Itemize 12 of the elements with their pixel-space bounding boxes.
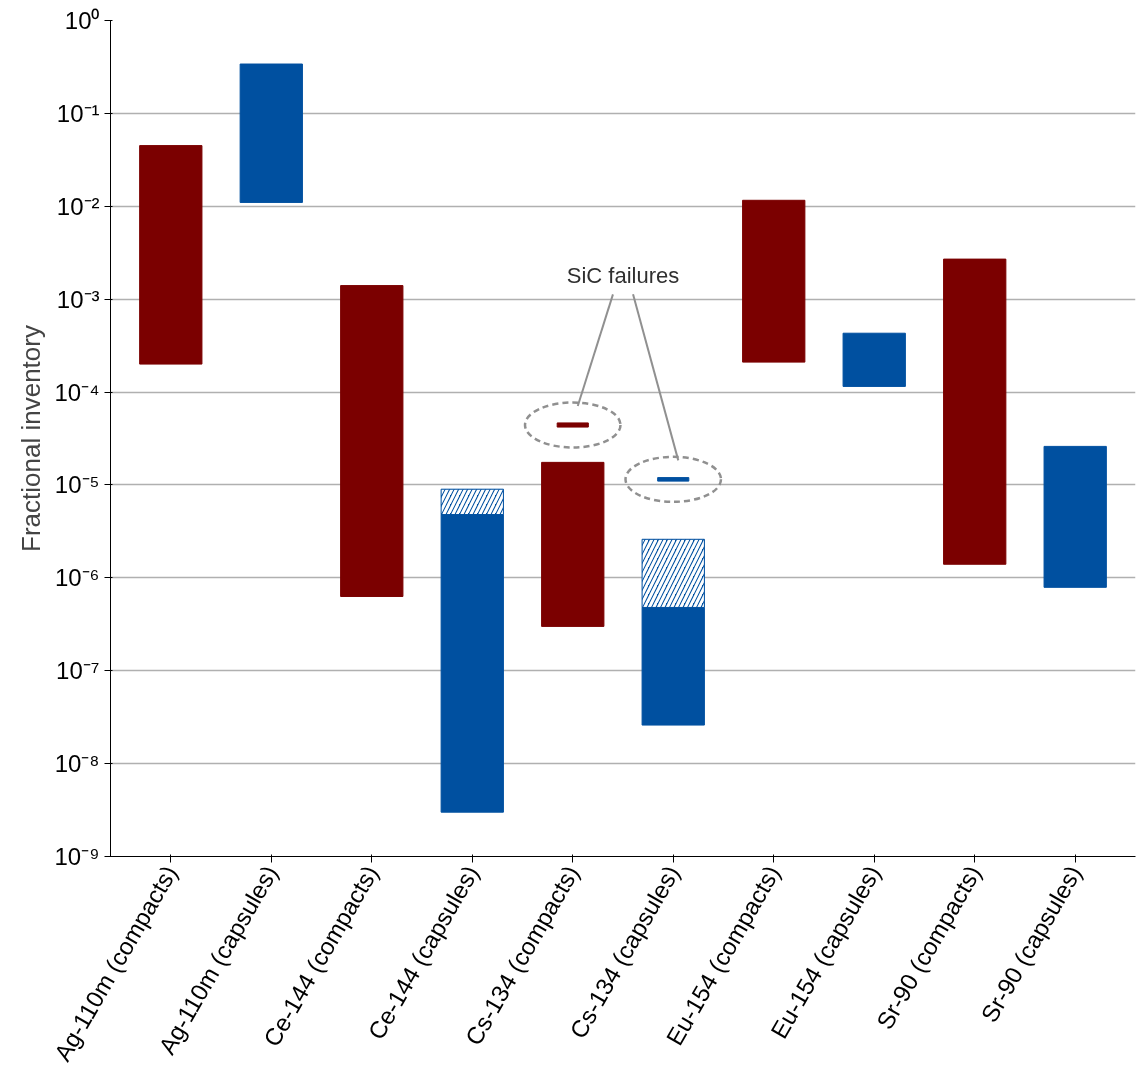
y-tick-label: 10⁻⁹ bbox=[54, 843, 100, 870]
y-tick-label: 10⁻⁷ bbox=[56, 657, 100, 685]
y-tick-label: 10⁻³ bbox=[56, 285, 100, 313]
annotation: SiC failures bbox=[566, 262, 680, 288]
y-tick-label: 10⁰ bbox=[64, 7, 100, 34]
y-tick-label: 10⁻⁴ bbox=[54, 378, 100, 406]
y-tick-label: 10⁻⁵ bbox=[54, 471, 100, 499]
y-tick-label: 10⁻⁸ bbox=[54, 750, 100, 778]
y-tick-label: 10⁻⁶ bbox=[54, 564, 100, 592]
y-tick-label: 10⁻¹ bbox=[56, 99, 100, 127]
y-axis-title: Fractional inventory bbox=[16, 325, 47, 552]
y-tick-label: 10⁻² bbox=[56, 192, 100, 220]
